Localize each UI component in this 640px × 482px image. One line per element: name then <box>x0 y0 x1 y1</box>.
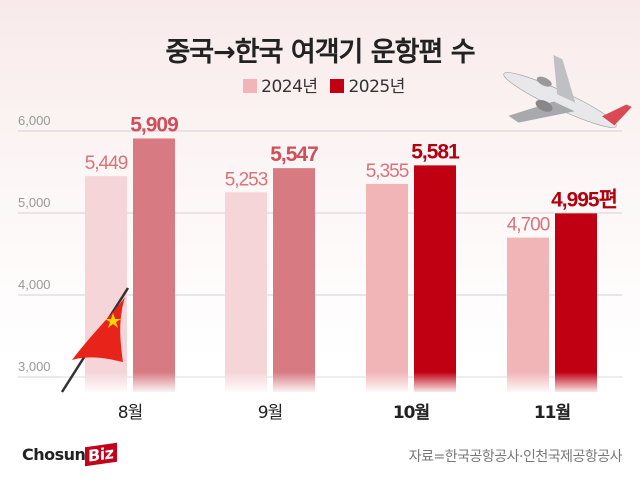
y-tick-label: 6,000 <box>18 113 51 128</box>
source-note: 자료=한국공항공사·인천국제공항공사 <box>408 449 623 465</box>
y-tick-label: 4,000 <box>18 277 51 292</box>
legend-label-2024: 2024년 <box>261 77 318 97</box>
data-label: 5,547 <box>270 143 318 166</box>
legend-label-2025: 2025년 <box>348 77 405 97</box>
bar-2025년-10월 <box>414 165 456 392</box>
data-label: 4,700 <box>507 215 550 236</box>
y-tick-label: 3,000 <box>18 359 51 374</box>
bar-2024년-10월 <box>366 183 408 392</box>
legend: 2024년 2025년 <box>0 72 640 97</box>
chart-title: 중국→한국 여객기 운항편 수 <box>165 37 475 68</box>
data-label: 5,355 <box>366 161 409 182</box>
bar-2025년-8월 <box>133 138 175 392</box>
bar-2024년-11월 <box>507 237 549 392</box>
airplane-icon <box>503 54 632 128</box>
legend-swatch-2024 <box>243 79 258 93</box>
x-tick-label: 8월 <box>118 403 142 423</box>
bar-2025년-11월 <box>555 213 597 392</box>
data-label: 5,581 <box>411 140 460 163</box>
legend-swatch-2025 <box>330 79 345 93</box>
bar-2025년-9월 <box>273 168 315 392</box>
x-tick-label: 11월 <box>534 403 571 423</box>
bar-2024년-9월 <box>225 192 267 392</box>
x-tick-label: 10월 <box>393 403 430 423</box>
data-label: 5,909 <box>130 113 178 136</box>
chosunbiz-logo: Chosun Biz <box>22 442 117 467</box>
data-label: 5,449 <box>85 153 128 174</box>
data-label: 4,995편 <box>551 188 617 211</box>
y-tick-label: 5,000 <box>18 195 51 210</box>
data-label: 5,253 <box>225 169 268 190</box>
x-tick-label: 9월 <box>258 403 282 423</box>
china-flag-icon <box>60 287 130 393</box>
